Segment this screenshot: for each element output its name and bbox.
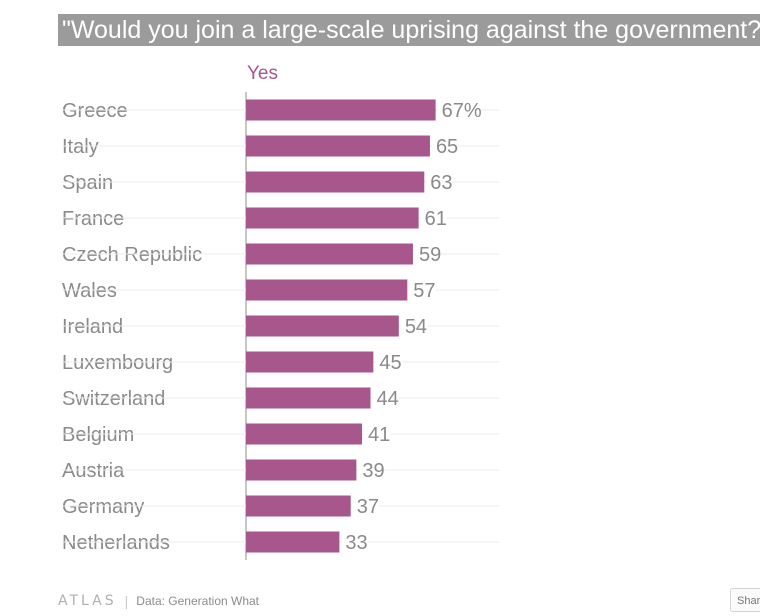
bar-greece	[246, 99, 436, 121]
footer: ATLAS | Data: Generation What	[58, 592, 259, 610]
category-label-czech-republic: Czech Republic	[62, 244, 202, 266]
category-label-luxembourg: Luxembourg	[62, 352, 173, 374]
bar-germany	[246, 495, 351, 517]
category-label-italy: Italy	[62, 136, 99, 158]
category-label-france: France	[62, 208, 124, 230]
value-label-belgium: 41	[368, 424, 390, 446]
value-label-bg-belgium	[364, 424, 391, 444]
value-label-bg-greece	[437, 100, 475, 120]
bar-belgium	[246, 423, 363, 445]
bar-ireland	[246, 315, 399, 337]
bar-netherlands	[246, 531, 340, 553]
value-label-czech-republic: 59	[419, 244, 441, 266]
value-label-bg-ireland	[400, 316, 427, 336]
bar-italy	[246, 135, 430, 157]
value-label-bg-italy	[431, 136, 458, 156]
value-label-bg-austria	[358, 460, 385, 480]
chart-title: "Would you join a large-scale uprising a…	[58, 14, 760, 46]
value-label-bg-switzerland	[372, 388, 399, 408]
category-label-netherlands: Netherlands	[62, 532, 170, 554]
bar-austria	[246, 459, 357, 481]
category-label-austria: Austria	[62, 460, 125, 482]
category-label-germany: Germany	[62, 496, 144, 518]
value-label-luxembourg: 45	[379, 352, 401, 374]
category-label-wales: Wales	[62, 280, 117, 302]
value-label-wales: 57	[413, 280, 435, 302]
value-label-bg-spain	[426, 172, 453, 192]
value-label-germany: 37	[357, 496, 379, 518]
value-label-bg-luxembourg	[375, 352, 402, 372]
series-label-yes: Yes	[247, 63, 278, 84]
value-label-italy: 65	[436, 136, 458, 158]
value-label-ireland: 54	[405, 316, 427, 338]
category-label-ireland: Ireland	[62, 316, 123, 338]
bar-luxembourg	[246, 351, 374, 373]
bar-wales	[246, 279, 408, 301]
bar-spain	[246, 171, 425, 193]
value-label-austria: 39	[362, 460, 384, 482]
bar-czech-republic	[246, 243, 413, 265]
value-label-bg-czech-republic	[414, 244, 441, 264]
share-button[interactable]: Share	[730, 588, 760, 612]
value-label-bg-germany	[352, 496, 379, 516]
value-label-bg-netherlands	[341, 532, 368, 552]
value-label-greece: 67%	[442, 100, 482, 122]
value-label-bg-france	[420, 208, 447, 228]
atlas-logo[interactable]: ATLAS	[58, 593, 117, 609]
value-label-france: 61	[425, 208, 447, 230]
category-label-belgium: Belgium	[62, 424, 134, 446]
value-label-netherlands: 33	[345, 532, 367, 554]
footer-separator: |	[124, 593, 129, 609]
value-label-spain: 63	[430, 172, 452, 194]
bar-switzerland	[246, 387, 371, 409]
value-label-bg-wales	[409, 280, 436, 300]
category-label-switzerland: Switzerland	[62, 388, 165, 410]
category-label-greece: Greece	[62, 100, 128, 122]
bar-chart: Greece 67% Italy 65 Spain 63 France 61 Czech Rep…	[62, 92, 500, 560]
category-label-spain: Spain	[62, 172, 113, 194]
source-note: Data: Generation What	[136, 594, 260, 608]
bar-france	[246, 207, 419, 229]
value-label-switzerland: 44	[377, 388, 399, 410]
